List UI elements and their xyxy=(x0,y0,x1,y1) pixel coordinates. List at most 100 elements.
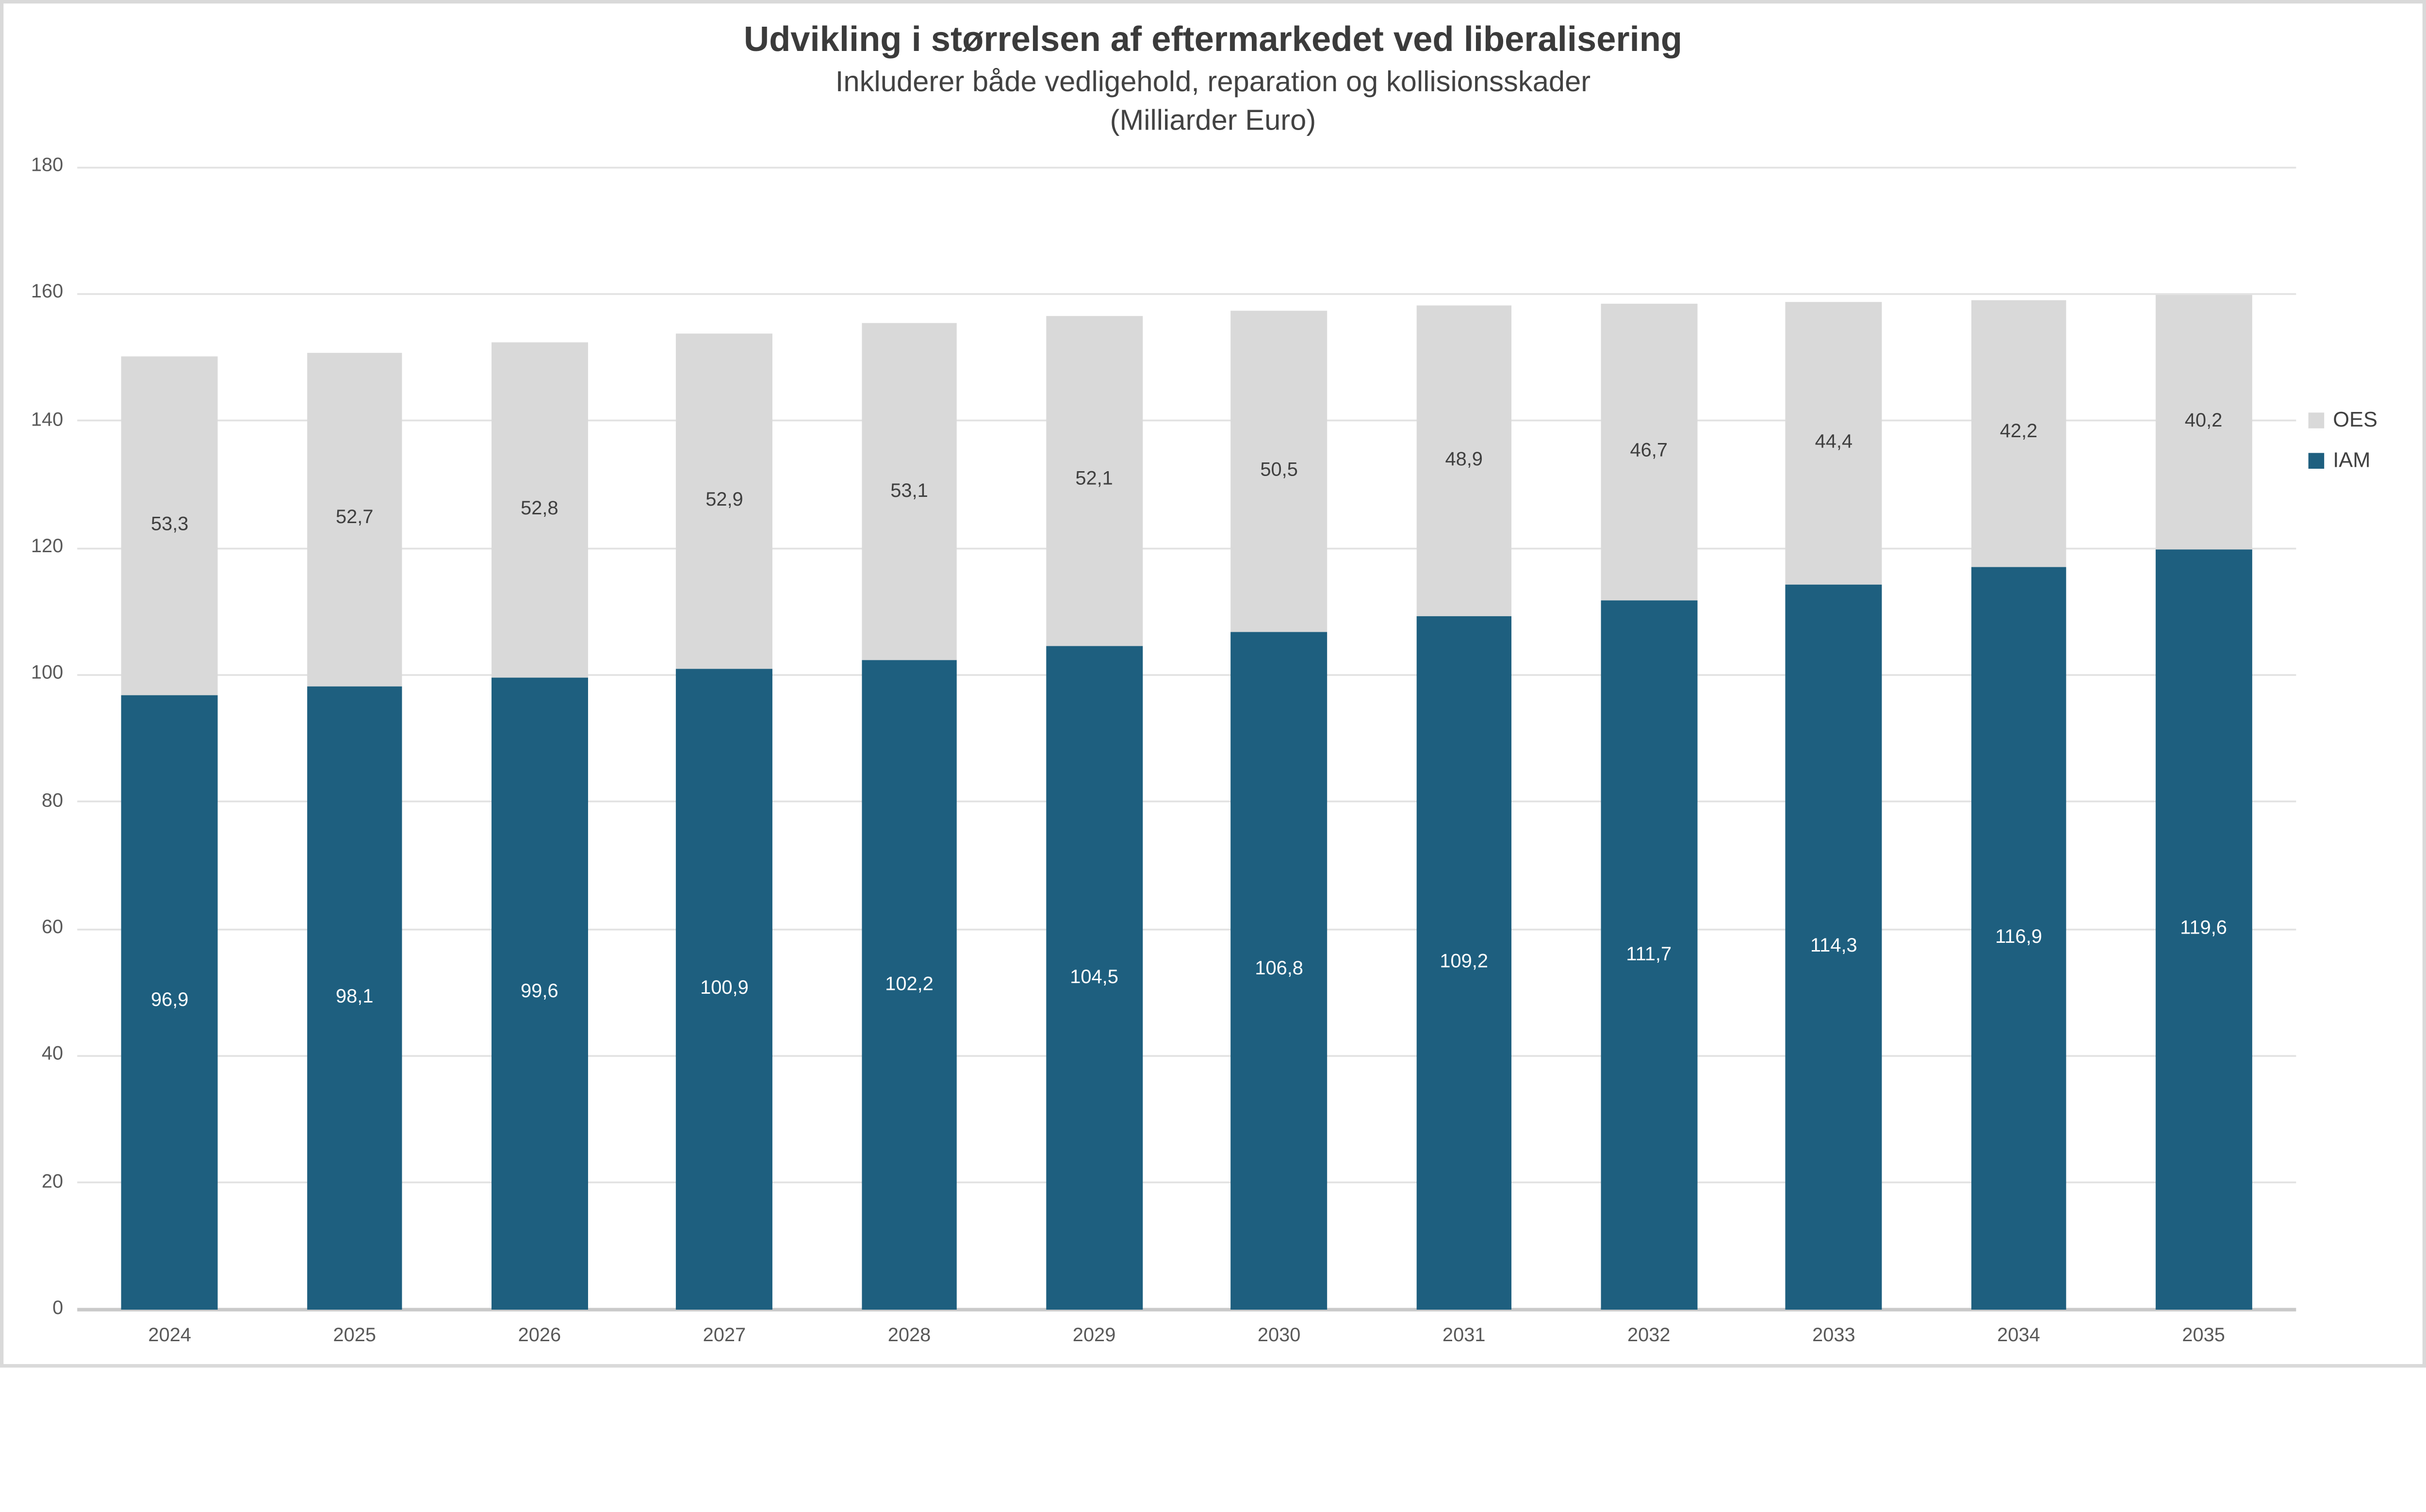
x-tick-label-2032: 2032 xyxy=(1627,1325,1671,1347)
value-label-iam-2024: 96,9 xyxy=(150,990,189,1012)
x-tick-label-2034: 2034 xyxy=(1997,1325,2040,1347)
bar-slot-2035: 40,2 119,6 xyxy=(2111,167,2296,1310)
chart-subtitle-unit: (Milliarder Euro) xyxy=(1110,105,1316,137)
y-tick-label-80: 80 xyxy=(41,790,64,812)
x-tick-label-2033: 2033 xyxy=(1812,1325,1855,1347)
bar-segment-iam-2028: 102,2 xyxy=(861,660,958,1310)
gridline-100 xyxy=(77,674,2296,676)
value-label-iam-2025: 98,1 xyxy=(336,986,374,1008)
value-label-oes-2035: 40,2 xyxy=(2184,411,2223,432)
bar-slot-2028: 53,1 102,2 xyxy=(817,167,1001,1310)
x-tick-label-2030: 2030 xyxy=(1257,1325,1301,1347)
bar-segment-oes-2024: 53,3 xyxy=(121,356,218,695)
bar-slot-2025: 52,7 98,1 xyxy=(262,167,447,1310)
value-label-oes-2033: 44,4 xyxy=(1815,431,1853,453)
gridline-20 xyxy=(77,1182,2296,1184)
x-tick-label-2026: 2026 xyxy=(518,1325,561,1347)
stacked-bar-2034: 42,2 116,9 xyxy=(1970,167,2067,1310)
y-tick-label-180: 180 xyxy=(31,155,64,177)
value-label-oes-2027: 52,9 xyxy=(705,490,743,511)
x-tick-label-2025: 2025 xyxy=(333,1325,377,1347)
bar-slot-2029: 52,1 104,5 xyxy=(1002,167,1187,1310)
bar-segment-iam-2026: 99,6 xyxy=(491,677,588,1310)
bar-slot-2026: 52,8 99,6 xyxy=(447,167,632,1310)
value-label-iam-2031: 109,2 xyxy=(1440,952,1488,973)
bar-segment-oes-2027: 52,9 xyxy=(676,333,773,669)
value-label-oes-2029: 52,1 xyxy=(1075,469,1113,491)
x-tick-label-2024: 2024 xyxy=(148,1325,192,1347)
bar-segment-iam-2024: 96,9 xyxy=(121,694,218,1310)
gridline-120 xyxy=(77,547,2296,549)
plot-area: 53,3 96,9 52,7 98,1 52,8 99,6 52,9 100,9 53,1 102… xyxy=(77,165,2296,1312)
gridline-60 xyxy=(77,928,2296,930)
value-label-oes-2028: 53,1 xyxy=(890,480,928,502)
x-tick-label-2028: 2028 xyxy=(887,1325,931,1347)
gridline-40 xyxy=(77,1054,2296,1057)
value-label-iam-2032: 111,7 xyxy=(1626,943,1672,965)
bar-segment-oes-2034: 42,2 xyxy=(1970,299,2067,568)
bar-segment-oes-2033: 44,4 xyxy=(1786,302,1882,584)
bar-segment-iam-2032: 111,7 xyxy=(1601,600,1697,1310)
value-label-iam-2030: 106,8 xyxy=(1255,959,1303,981)
y-tick-label-120: 120 xyxy=(31,536,64,558)
bar-segment-oes-2030: 50,5 xyxy=(1231,311,1328,632)
value-label-iam-2033: 114,3 xyxy=(1810,935,1857,957)
gridline-80 xyxy=(77,801,2296,803)
bar-slot-2024: 53,3 96,9 xyxy=(77,167,262,1310)
bar-segment-oes-2032: 46,7 xyxy=(1601,304,1697,601)
x-tick-label-2027: 2027 xyxy=(703,1325,746,1347)
chart-subtitle: Inkluderer både vedligehold, reparation … xyxy=(835,66,1591,99)
oes-swatch-icon xyxy=(2308,411,2325,427)
value-label-oes-2024: 53,3 xyxy=(150,513,189,535)
bar-segment-iam-2033: 114,3 xyxy=(1786,584,1882,1310)
y-tick-label-40: 40 xyxy=(41,1044,64,1066)
legend-label-iam: IAM xyxy=(2333,447,2371,473)
x-axis-line xyxy=(77,1308,2296,1312)
bar-segment-oes-2029: 52,1 xyxy=(1046,315,1143,646)
stacked-bar-2030: 50,5 106,8 xyxy=(1231,167,1328,1310)
value-label-oes-2030: 50,5 xyxy=(1260,460,1298,481)
chart-title: Udvikling i størrelsen af eftermarkedet … xyxy=(743,21,1683,60)
bar-slot-2032: 46,7 111,7 xyxy=(1557,167,1741,1310)
bar-segment-iam-2027: 100,9 xyxy=(676,669,773,1310)
bar-segment-oes-2025: 52,7 xyxy=(306,352,403,687)
value-label-iam-2026: 99,6 xyxy=(521,982,558,1003)
chart-legend: OES IAM xyxy=(2308,409,2377,473)
bar-segment-iam-2030: 106,8 xyxy=(1231,631,1328,1310)
bar-segment-oes-2031: 48,9 xyxy=(1416,306,1512,617)
value-label-iam-2035: 119,6 xyxy=(2180,918,2227,940)
bars-container: 53,3 96,9 52,7 98,1 52,8 99,6 52,9 100,9 53,1 102… xyxy=(77,167,2296,1310)
bar-segment-iam-2025: 98,1 xyxy=(306,687,403,1310)
legend-item-iam: IAM xyxy=(2308,447,2377,473)
bar-slot-2031: 48,9 109,2 xyxy=(1372,167,1557,1310)
value-label-iam-2027: 100,9 xyxy=(700,978,749,999)
bar-segment-iam-2031: 109,2 xyxy=(1416,616,1512,1310)
gridline-160 xyxy=(77,293,2296,295)
stacked-bar-2031: 48,9 109,2 xyxy=(1416,167,1512,1310)
y-tick-label-60: 60 xyxy=(41,917,64,938)
stacked-bar-2035: 40,2 119,6 xyxy=(2155,167,2252,1310)
bar-slot-2033: 44,4 114,3 xyxy=(1741,167,1926,1310)
stacked-bar-chart: Udvikling i størrelsen af eftermarkedet … xyxy=(0,0,2426,1368)
y-tick-label-20: 20 xyxy=(41,1171,64,1193)
bar-segment-oes-2026: 52,8 xyxy=(491,342,588,677)
y-tick-label-140: 140 xyxy=(31,409,64,431)
y-axis: 0 20 40 60 80 100 120 140 160 180 xyxy=(3,156,66,1318)
legend-item-oes: OES xyxy=(2308,409,2377,430)
stacked-bar-2027: 52,9 100,9 xyxy=(676,167,773,1310)
y-tick-label-160: 160 xyxy=(31,282,64,304)
bar-segment-iam-2035: 119,6 xyxy=(2155,550,2252,1310)
stacked-bar-2032: 46,7 111,7 xyxy=(1601,167,1697,1310)
bar-segment-oes-2028: 53,1 xyxy=(861,324,958,661)
x-tick-label-2035: 2035 xyxy=(2182,1325,2225,1347)
bar-slot-2030: 50,5 106,8 xyxy=(1187,167,1372,1310)
iam-swatch-icon xyxy=(2308,452,2325,468)
bar-segment-iam-2034: 116,9 xyxy=(1970,567,2067,1310)
value-label-iam-2028: 102,2 xyxy=(885,973,934,995)
bar-segment-oes-2035: 40,2 xyxy=(2155,295,2252,551)
gridline-180 xyxy=(77,165,2296,168)
value-label-oes-2032: 46,7 xyxy=(1630,441,1668,462)
stacked-bar-2025: 52,7 98,1 xyxy=(306,167,403,1310)
x-tick-label-2031: 2031 xyxy=(1442,1325,1486,1347)
value-label-oes-2034: 42,2 xyxy=(2000,422,2038,444)
